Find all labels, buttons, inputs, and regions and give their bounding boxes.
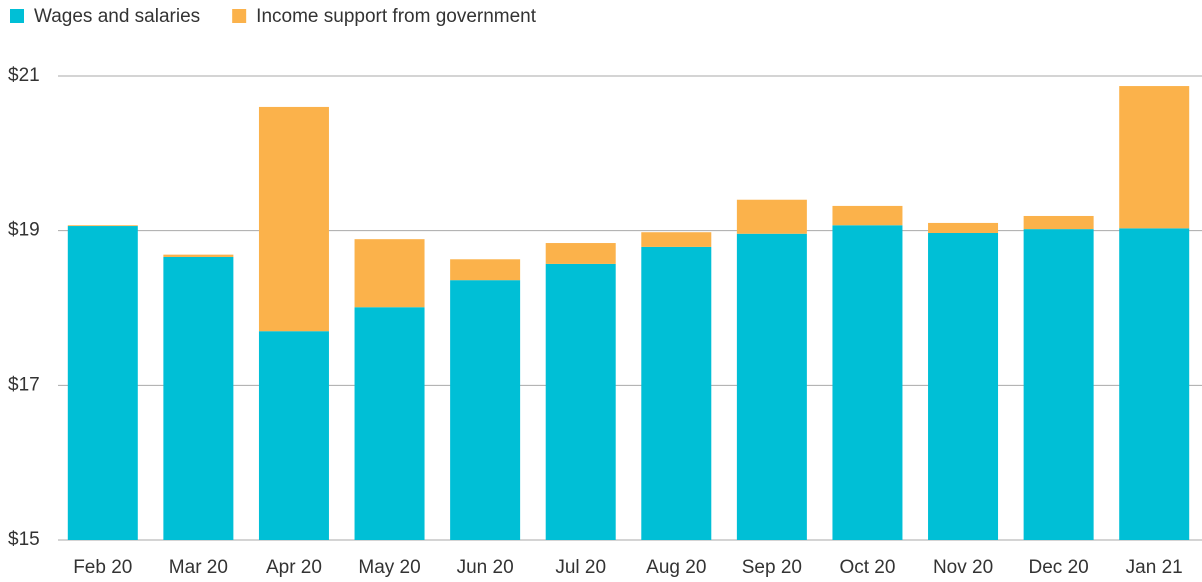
x-tick-label: Jul 20 (555, 557, 606, 578)
x-tick-label: Jun 20 (457, 557, 514, 578)
legend-label: Wages and salaries (34, 6, 200, 27)
bar-segment (258, 106, 329, 332)
bar-segment (67, 225, 138, 227)
bar-segment (67, 226, 138, 540)
x-tick-label: Nov 20 (933, 557, 993, 578)
y-tick-label: $21 (8, 65, 40, 86)
bar-segment (545, 243, 616, 264)
bar-segment (641, 246, 712, 540)
x-tick-label: Aug 20 (646, 557, 706, 578)
legend-swatch (232, 9, 247, 23)
x-tick-label: Oct 20 (839, 557, 895, 578)
bar-segment (1023, 215, 1094, 230)
bar-segment (736, 199, 807, 234)
bar-segment (354, 239, 425, 308)
bar-segment (450, 259, 521, 281)
x-tick-label: Dec 20 (1029, 557, 1089, 578)
x-tick-label: Mar 20 (169, 557, 228, 578)
legend-swatch (10, 9, 24, 23)
bar-segment (1119, 228, 1190, 540)
bar-segment (163, 254, 234, 257)
bar-segment (832, 225, 903, 540)
bar-segment (450, 280, 521, 540)
bar-segment (354, 307, 425, 540)
y-tick-label: $15 (8, 529, 40, 550)
bar-segment (928, 222, 999, 233)
bar-segment (832, 205, 903, 226)
x-tick-label: Apr 20 (266, 557, 322, 578)
bar-segment (641, 232, 712, 247)
bar-segment (928, 232, 999, 540)
y-tick-label: $19 (8, 220, 40, 241)
x-tick-label: May 20 (358, 557, 420, 578)
legend-label: Income support from government (256, 6, 537, 27)
y-tick-label: $17 (8, 374, 40, 395)
bar-segment (258, 331, 329, 540)
x-tick-label: Feb 20 (73, 557, 132, 578)
bar-segment (1023, 229, 1094, 540)
bar-segment (736, 233, 807, 540)
bar-segment (1119, 86, 1190, 229)
x-tick-label: Jan 21 (1126, 557, 1183, 578)
x-tick-label: Sep 20 (742, 557, 802, 578)
bar-segment (163, 256, 234, 540)
bar-segment (545, 263, 616, 540)
